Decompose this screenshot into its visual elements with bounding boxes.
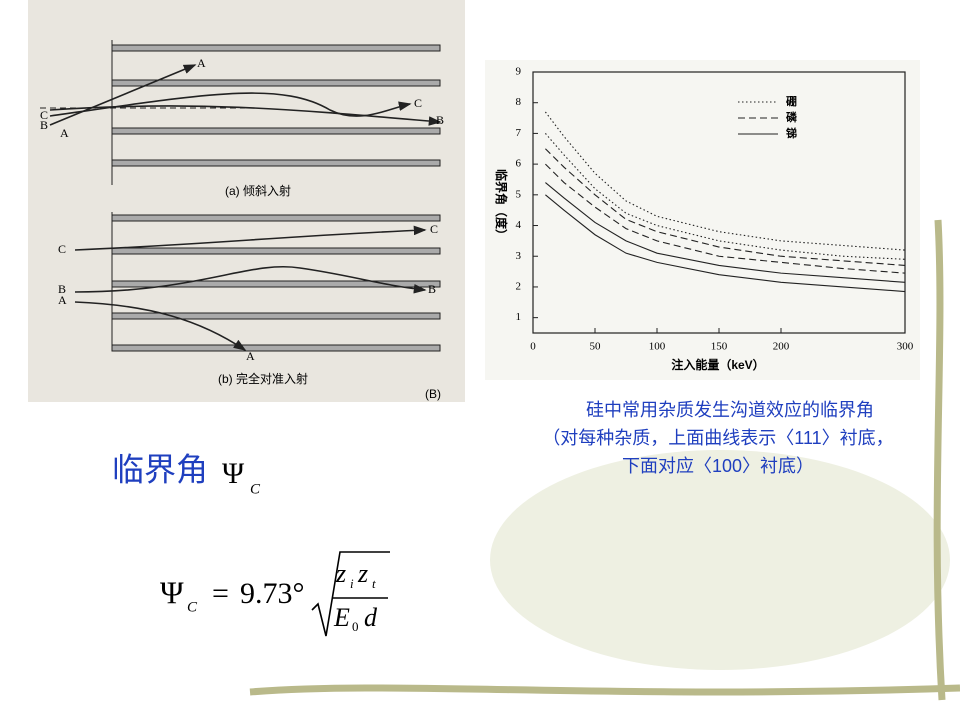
trajectory: [74, 265, 427, 294]
diagram-label: A: [58, 293, 67, 307]
chart-background: [485, 60, 920, 380]
panel-caption: (b) 完全对准入射: [218, 371, 308, 386]
x-tick-label: 50: [590, 341, 602, 353]
y-tick-label: 8: [516, 96, 522, 108]
x-tick-label: 300: [897, 341, 914, 353]
numerator: i: [350, 576, 354, 591]
y-tick-label: 4: [516, 219, 522, 231]
vine-bottom: [249, 684, 960, 696]
caption-line: 硅中常用杂质发生沟道效应的临界角: [586, 400, 874, 420]
x-tick-label: 150: [711, 341, 728, 353]
x-tick-label: 0: [530, 341, 536, 353]
heading: 临界角: [112, 451, 208, 487]
numerator: t: [372, 576, 376, 591]
heading-symbol: Ψ: [222, 457, 245, 490]
caption-line: （对每种杂质，上面曲线表示〈111〉衬底，: [542, 428, 893, 448]
y-tick-label: 1: [516, 311, 522, 323]
y-tick-label: 5: [516, 188, 522, 200]
x-axis-label: 注入能量（keV）: [671, 357, 764, 372]
data-line: [545, 194, 906, 293]
heading-subscript: C: [250, 481, 261, 497]
diagram-label: A: [246, 349, 255, 363]
crystal-plane: [111, 79, 441, 87]
data-line: [545, 182, 906, 283]
radical: [311, 551, 390, 637]
data-line: [545, 163, 906, 274]
denominator: d: [364, 603, 378, 632]
formula-lhs-sub: C: [187, 599, 198, 615]
crystal-plane: [111, 159, 441, 167]
y-tick-label: 2: [516, 280, 522, 292]
chart: 1 2 3 4 5 6 7 8 9 0 50 100 150 200 300 注入能量（keV） 临界角（度） 硼…: [494, 66, 914, 373]
data-line: [545, 148, 906, 266]
y-tick-label: 7: [516, 127, 522, 139]
y-axis-label: 临界角（度）: [494, 169, 509, 241]
diagram-label: A: [60, 126, 69, 140]
y-tick-label: 3: [516, 250, 522, 262]
trajectory: [49, 92, 412, 117]
crystal-plane: [111, 44, 441, 52]
legend-label: 磷: [786, 110, 798, 124]
vine-right: [933, 219, 946, 701]
diagram-label: C: [40, 108, 48, 122]
crystal-plane: [111, 214, 441, 222]
figure-background: [28, 0, 465, 402]
trajectory: [49, 105, 442, 126]
diagram-label: C: [414, 96, 422, 110]
numerator: z: [335, 559, 346, 588]
diagram-label: C: [430, 222, 438, 236]
numerator: z: [357, 559, 368, 588]
diagram-label: B: [428, 282, 436, 296]
formula-equals: =: [212, 577, 229, 610]
crystal-plane: [111, 344, 441, 352]
legend-label: 锑: [785, 126, 797, 140]
channel-diagram: [40, 40, 442, 352]
trajectory: [74, 301, 247, 351]
trajectory: [74, 225, 427, 251]
formula-coefficient: 9.73°: [240, 577, 305, 610]
denominator: E: [333, 603, 350, 632]
diagram-label: C: [58, 242, 66, 256]
watermark: [490, 450, 950, 670]
diagram-label: B: [436, 113, 444, 127]
y-tick-label: 6: [516, 158, 522, 170]
x-tick-label: 200: [773, 341, 790, 353]
denominator: 0: [352, 619, 359, 634]
panel-caption: (a) 倾斜入射: [225, 183, 291, 198]
y-tick-label: 9: [516, 66, 522, 78]
x-tick-label: 100: [649, 341, 666, 353]
legend-label: 硼: [786, 95, 797, 108]
formula-lhs: Ψ: [160, 574, 184, 610]
trajectory: [49, 64, 197, 126]
diagram-label: B: [58, 282, 66, 296]
diagram-label: B: [40, 118, 48, 132]
crystal-plane: [111, 127, 441, 135]
crystal-plane: [111, 247, 441, 255]
diagram-label: A: [197, 56, 206, 70]
caption-line: 下面对应〈100〉衬底）: [622, 456, 814, 476]
figure-tag: (B): [425, 387, 441, 401]
